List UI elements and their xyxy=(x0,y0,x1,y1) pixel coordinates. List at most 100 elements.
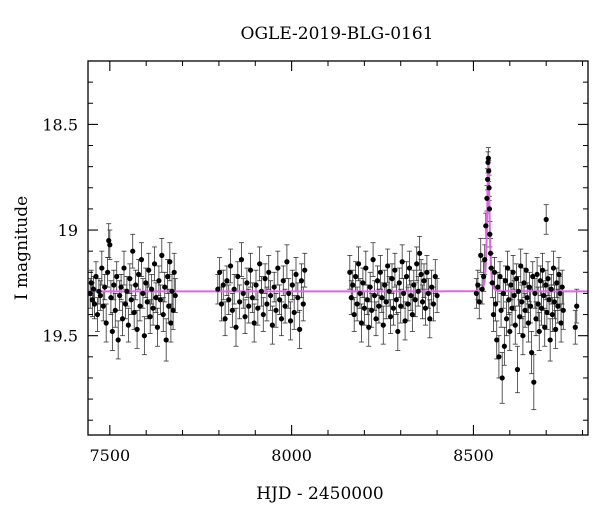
data-point xyxy=(393,297,399,303)
data-point xyxy=(170,307,176,313)
data-point xyxy=(93,273,99,280)
data-point xyxy=(403,273,410,280)
data-point xyxy=(550,265,557,271)
data-point xyxy=(476,299,482,305)
data-point xyxy=(553,326,559,332)
data-point xyxy=(347,269,353,275)
data-point xyxy=(133,282,139,288)
data-point xyxy=(167,259,173,265)
data-point xyxy=(165,273,171,280)
data-point xyxy=(171,269,177,275)
data-point xyxy=(574,303,580,309)
data-point xyxy=(115,337,121,343)
data-point xyxy=(376,303,382,309)
data-point xyxy=(351,311,357,318)
data-point xyxy=(383,299,389,305)
data-point xyxy=(545,276,551,282)
data-point xyxy=(118,284,124,290)
data-point xyxy=(282,303,288,309)
data-point xyxy=(94,311,101,318)
data-point xyxy=(531,379,537,385)
data-point xyxy=(473,290,479,297)
data-point xyxy=(417,250,423,256)
data-point xyxy=(355,261,362,267)
data-point xyxy=(483,223,489,229)
data-point xyxy=(513,276,519,282)
data-point xyxy=(551,299,558,305)
data-point xyxy=(539,267,546,273)
data-point xyxy=(96,288,102,294)
data-point xyxy=(269,322,275,328)
data-point xyxy=(487,250,494,256)
data-point xyxy=(429,284,435,290)
axis-ticks: 7500 8000 8500 18.5 19 19.5 xyxy=(42,61,588,465)
data-point xyxy=(227,263,234,269)
data-point xyxy=(560,307,566,313)
data-point xyxy=(109,328,115,335)
data-point xyxy=(257,261,263,267)
data-point xyxy=(266,269,272,275)
data-point xyxy=(353,273,359,280)
data-point xyxy=(143,280,149,286)
data-points xyxy=(88,155,580,385)
data-point xyxy=(246,303,252,309)
data-point xyxy=(559,284,565,290)
data-point xyxy=(497,273,503,280)
data-point xyxy=(489,280,495,286)
data-point xyxy=(488,265,494,271)
data-point xyxy=(409,311,415,318)
data-point xyxy=(424,269,430,275)
data-point xyxy=(262,276,268,282)
data-point xyxy=(382,282,388,288)
data-point xyxy=(260,311,266,318)
data-point xyxy=(546,297,552,303)
data-point xyxy=(154,324,161,330)
plot-frame xyxy=(87,60,589,436)
data-point xyxy=(544,309,550,316)
data-point xyxy=(494,337,500,343)
data-point xyxy=(535,301,541,307)
x-tick-label: 8000 xyxy=(271,446,312,465)
data-point xyxy=(387,314,394,320)
data-point xyxy=(408,292,414,299)
data-point xyxy=(226,297,232,303)
y-tick-label: 19.5 xyxy=(42,327,78,346)
data-point xyxy=(291,309,297,316)
chart-title: OGLE-2019-BLG-0161 xyxy=(241,24,434,44)
data-point xyxy=(525,320,531,326)
data-point xyxy=(484,195,490,201)
data-point xyxy=(125,322,131,328)
data-point xyxy=(485,176,491,182)
data-point xyxy=(419,299,426,305)
data-point xyxy=(258,288,265,294)
data-point xyxy=(287,318,294,324)
data-point xyxy=(508,282,514,288)
data-point xyxy=(501,343,507,349)
data-point xyxy=(363,265,369,271)
data-point xyxy=(418,271,424,278)
data-point xyxy=(284,259,290,265)
data-point xyxy=(507,328,513,335)
data-point xyxy=(220,282,226,288)
data-point xyxy=(534,271,540,278)
data-point xyxy=(229,307,235,313)
data-point xyxy=(233,324,239,330)
data-point xyxy=(503,316,510,322)
data-point xyxy=(555,303,561,309)
data-point xyxy=(427,316,433,322)
data-point xyxy=(517,314,523,320)
data-point xyxy=(495,284,501,290)
data-point xyxy=(275,265,281,271)
data-point xyxy=(529,349,535,356)
data-point xyxy=(557,290,563,297)
data-point xyxy=(479,286,485,292)
data-point xyxy=(106,238,112,244)
data-point xyxy=(100,303,106,309)
data-point xyxy=(247,267,254,273)
data-point xyxy=(107,242,113,248)
data-point xyxy=(298,278,305,284)
data-point xyxy=(389,276,395,282)
data-point xyxy=(271,284,277,290)
data-point xyxy=(99,265,105,271)
